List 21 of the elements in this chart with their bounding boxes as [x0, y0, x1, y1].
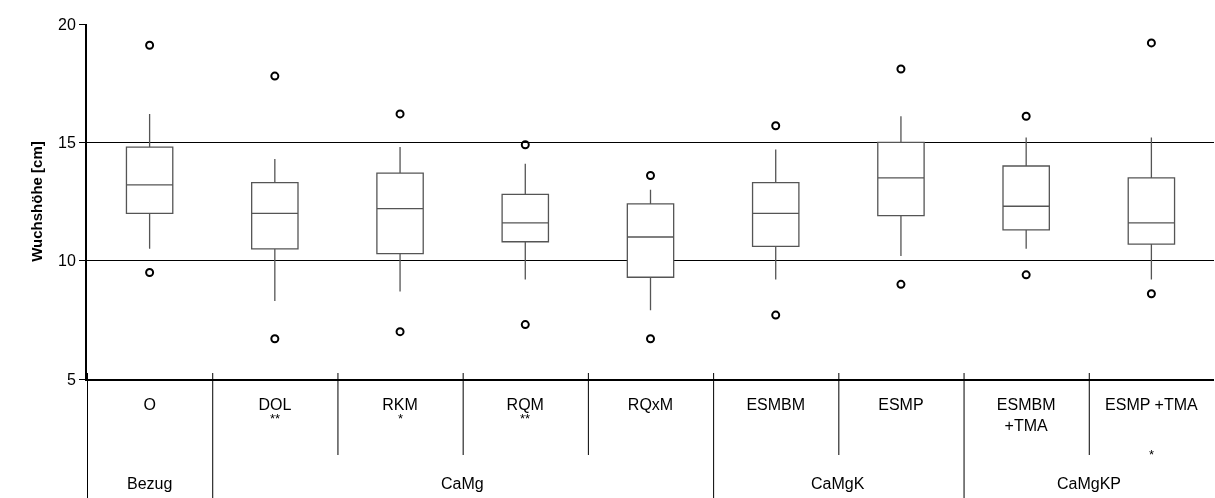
- text: CaMgKP: [1057, 475, 1122, 492]
- y-axis-title: Wuchshöhe [cm]: [27, 141, 45, 262]
- x-tick-label: DOL: [258, 396, 292, 414]
- y-tick-label: 20: [58, 15, 76, 33]
- text: Bezug: [127, 475, 173, 492]
- x-tick-label: ESMP: [878, 396, 924, 414]
- y-tick-label: 15: [58, 133, 76, 151]
- y-tick-label: 5: [66, 370, 76, 388]
- text: *: [398, 411, 404, 426]
- x-tick-label: ESMP +TMA: [1105, 396, 1199, 414]
- x-tick-label: RQxM: [627, 396, 674, 414]
- text: CaMg: [441, 475, 484, 492]
- text: *: [1149, 447, 1155, 462]
- x-tick-label: RKM: [382, 396, 418, 414]
- y-tick-label: 10: [58, 252, 76, 270]
- x-tick-label: ESMBM +TMA: [996, 396, 1056, 434]
- x-tick-label: ESMBM: [746, 396, 806, 414]
- text: **: [270, 411, 281, 426]
- x-tick-label: RQM: [506, 396, 544, 414]
- x-tick-label: O: [143, 396, 156, 414]
- text: CaMgK: [811, 475, 865, 492]
